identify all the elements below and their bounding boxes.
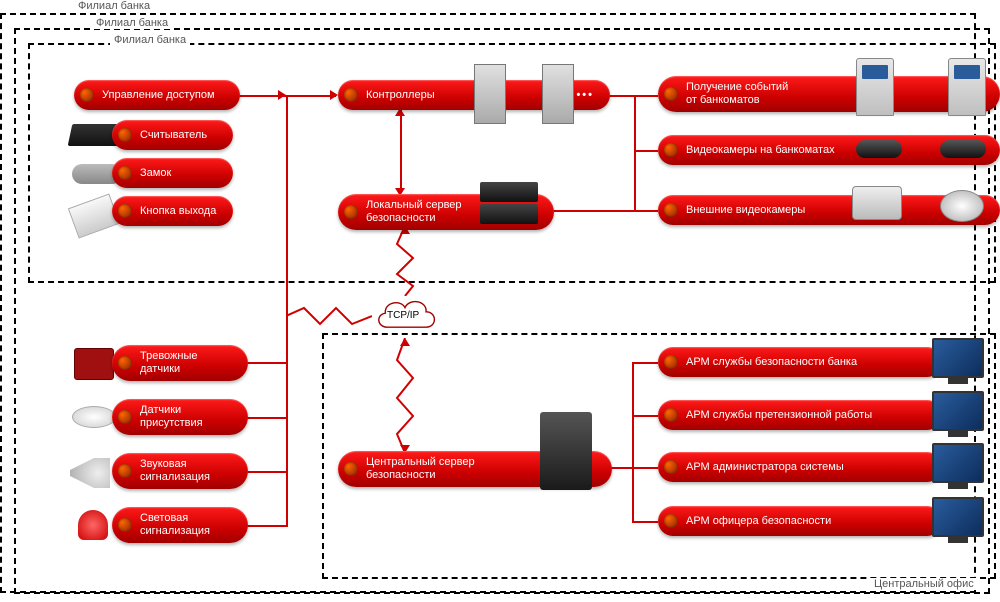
pill-label: АРМ администратора системы bbox=[686, 461, 844, 474]
conn-line bbox=[634, 95, 636, 212]
conn-line bbox=[634, 210, 658, 212]
conn-line bbox=[634, 95, 658, 97]
pill-label: Световая сигнализация bbox=[140, 512, 210, 537]
dot-icon bbox=[664, 143, 678, 157]
controller-icon bbox=[474, 64, 506, 124]
dot-icon bbox=[664, 408, 678, 422]
cloud-label: TCP/IP bbox=[387, 310, 419, 321]
pill-arm-admin: АРМ администратора системы bbox=[658, 452, 942, 482]
pill-label: Замок bbox=[140, 167, 171, 180]
controller-icon bbox=[542, 64, 574, 124]
pill-arm-sec: АРМ службы безопасности банка bbox=[658, 347, 942, 377]
pill-label: АРМ службы безопасности банка bbox=[686, 356, 857, 369]
pill-label: Управление доступом bbox=[102, 89, 215, 102]
dot-icon bbox=[344, 205, 358, 219]
pill-arm-officer: АРМ офицера безопасности bbox=[658, 506, 942, 536]
monitor-icon bbox=[932, 443, 984, 483]
zigzag-icon bbox=[395, 226, 415, 296]
pill-label: Звуковая сигнализация bbox=[140, 458, 210, 483]
dot-icon bbox=[118, 464, 132, 478]
conn-line bbox=[286, 95, 336, 97]
presence-icon bbox=[72, 406, 116, 428]
pill-label: Датчики присутствия bbox=[140, 404, 203, 429]
pill-label: Контроллеры bbox=[366, 89, 435, 102]
zigzag-icon bbox=[286, 306, 372, 326]
dot-icon bbox=[664, 460, 678, 474]
dot-icon bbox=[664, 203, 678, 217]
pill-sound: Звуковая сигнализация bbox=[112, 453, 248, 489]
dot-icon bbox=[118, 518, 132, 532]
server-tower-icon bbox=[540, 412, 592, 490]
pill-label: Видеокамеры на банкоматах bbox=[686, 144, 835, 157]
branch-label-2: Филиал банка bbox=[92, 17, 172, 29]
camera-icon bbox=[856, 140, 902, 158]
conn-line bbox=[632, 362, 634, 523]
monitor-icon bbox=[932, 338, 984, 378]
dot-icon bbox=[118, 204, 132, 218]
dot-icon bbox=[344, 462, 358, 476]
conn-line bbox=[632, 362, 658, 364]
conn-line bbox=[632, 467, 658, 469]
monitor-icon bbox=[932, 497, 984, 537]
dot-icon bbox=[118, 128, 132, 142]
pill-label: Кнопка выхода bbox=[140, 205, 216, 218]
pill-label: Локальный сервер безопасности bbox=[366, 199, 462, 224]
dot-icon bbox=[664, 355, 678, 369]
pill-exit: Кнопка выхода bbox=[112, 196, 233, 226]
camera-dome-icon bbox=[940, 190, 984, 222]
conn-line bbox=[632, 521, 658, 523]
pill-arm-claims: АРМ службы претензионной работы bbox=[658, 400, 942, 430]
pill-label: Тревожные датчики bbox=[140, 350, 198, 375]
pill-label: АРМ офицера безопасности bbox=[686, 515, 831, 528]
zigzag-icon bbox=[395, 338, 415, 453]
branch-label-3: Филиал банка bbox=[110, 34, 190, 46]
dot-icon bbox=[118, 356, 132, 370]
pill-reader: Считыватель bbox=[112, 120, 233, 150]
central-office-label: Центральный офис bbox=[870, 578, 978, 590]
pill-light: Световая сигнализация bbox=[112, 507, 248, 543]
camera-ptz-icon bbox=[852, 186, 902, 220]
ellipsis-icon: ••• bbox=[576, 89, 594, 101]
pill-presence: Датчики присутствия bbox=[112, 399, 248, 435]
dot-icon bbox=[80, 88, 94, 102]
pill-label: Считыватель bbox=[140, 129, 207, 142]
camera-icon bbox=[940, 140, 986, 158]
pill-access-control: Управление доступом bbox=[74, 80, 240, 110]
dot-icon bbox=[664, 514, 678, 528]
pill-alarm: Тревожные датчики bbox=[112, 345, 248, 381]
conn-line bbox=[632, 415, 658, 417]
atm-icon bbox=[948, 58, 986, 116]
conn-line bbox=[540, 210, 636, 212]
alarm-icon bbox=[74, 348, 114, 380]
pill-label: Внешние видеокамеры bbox=[686, 204, 805, 217]
dot-icon bbox=[118, 410, 132, 424]
dot-icon bbox=[118, 166, 132, 180]
beacon-icon bbox=[78, 510, 108, 540]
dot-icon bbox=[344, 88, 358, 102]
branch-label-1: Филиал банка bbox=[74, 0, 154, 12]
monitor-icon bbox=[932, 391, 984, 431]
dot-icon bbox=[664, 87, 678, 101]
atm-icon bbox=[856, 58, 894, 116]
arrow-icon bbox=[278, 90, 286, 100]
conn-line bbox=[634, 150, 658, 152]
pill-label: Получение событий от банкоматов bbox=[686, 81, 788, 106]
server-icon bbox=[480, 204, 538, 224]
pill-lock: Замок bbox=[112, 158, 233, 188]
arrow-icon bbox=[330, 90, 338, 100]
pill-label: АРМ службы претензионной работы bbox=[686, 409, 872, 422]
pill-label: Центральный сервер безопасности bbox=[366, 456, 475, 481]
server-icon bbox=[480, 182, 538, 202]
conn-line bbox=[400, 110, 402, 193]
